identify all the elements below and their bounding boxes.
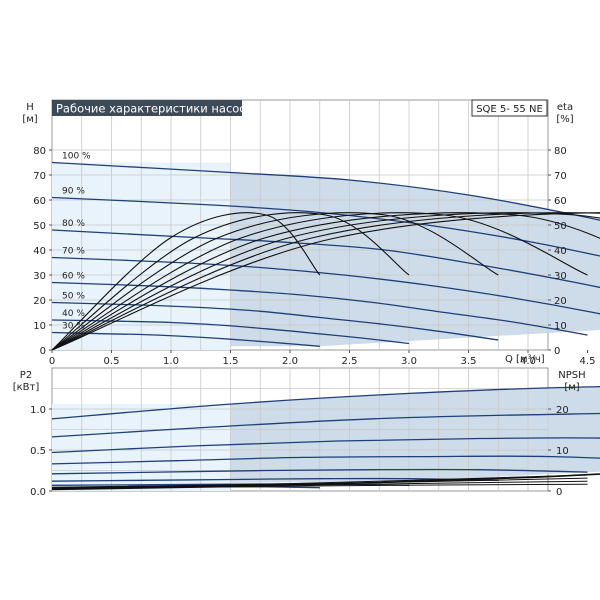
- y-right-tick-label: 30: [554, 271, 567, 282]
- npsh-tick-label: 0: [556, 487, 562, 498]
- chart-title: Рабочие характеристики насоса: [56, 102, 253, 116]
- x-tick-label: 0: [49, 356, 55, 367]
- y-left-label: H: [26, 102, 34, 113]
- x-tick-label: 3.0: [401, 356, 417, 367]
- speed-label: 40 %: [62, 309, 85, 319]
- y-left-unit: [м]: [22, 114, 37, 125]
- y-tick-label: 0: [40, 346, 46, 357]
- power-ticks: 0.0 0.5 1.0 0 10 20: [30, 405, 569, 498]
- npsh-tick-label: 10: [556, 446, 569, 457]
- npsh-tick-label: 20: [556, 405, 569, 416]
- efficiency-curve: [51, 212, 600, 351]
- y-right-tick-label: 70: [554, 171, 567, 182]
- y-right-label: eta: [557, 102, 573, 113]
- npsh-curve: [51, 477, 588, 489]
- model-label: SQE 5- 55 NE: [476, 104, 543, 115]
- y-tick-label: 50: [33, 221, 46, 232]
- speed-label: 50 %: [62, 292, 85, 302]
- speed-label: 70 %: [62, 247, 85, 257]
- power-curve: [51, 477, 499, 482]
- y-right-tick-label: 50: [554, 221, 567, 232]
- x-axis-label: Q [м³/ч]: [505, 354, 545, 365]
- y-tick-label: 80: [33, 146, 46, 157]
- efficiency-curve: [51, 212, 588, 351]
- y-right-tick-label: 60: [554, 196, 567, 207]
- x-tick-label: 2.0: [282, 356, 298, 367]
- x-tick-label: 4.0: [520, 356, 536, 367]
- y-tick-label: 20: [33, 296, 46, 307]
- npsh-curve: [51, 483, 588, 491]
- head-panel: 00.51.01.52.02.53.03.54.04.55.05.56.06.5…: [22, 99, 600, 367]
- power-operating-region-fill: [230, 386, 600, 483]
- speed-label: 100 %: [62, 152, 91, 162]
- power-grid: [52, 368, 548, 491]
- npsh-curves: [51, 473, 600, 491]
- head-ticks: 00.51.01.52.02.53.03.54.04.55.05.56.06.5…: [33, 146, 596, 367]
- x-tick-label: 2.5: [342, 356, 358, 367]
- p2-label: P2: [20, 370, 32, 381]
- y-right-tick-label: 40: [554, 246, 567, 257]
- x-tick-label: 1.0: [163, 356, 179, 367]
- y-right-unit: [%]: [556, 114, 573, 125]
- y-right-tick-label: 80: [554, 146, 567, 157]
- y-tick-label: 10: [33, 321, 46, 332]
- speed-labels: 100 % 90 % 80 % 70 % 60 % 50 % 40 % 30 %: [62, 152, 91, 332]
- y-tick-label: 60: [33, 196, 46, 207]
- head-curve: [51, 196, 600, 257]
- efficiency-curve: [51, 212, 600, 351]
- power-curve: [51, 385, 600, 420]
- head-curve: [51, 301, 499, 341]
- head-curve: [51, 161, 600, 221]
- head-curve: [51, 319, 410, 345]
- head-grid: [52, 100, 548, 350]
- y-tick-label: 40: [33, 246, 46, 257]
- efficiency-curves: [51, 212, 600, 351]
- p2-unit: [кВт]: [13, 382, 40, 393]
- p2-tick-label: 0.0: [30, 487, 46, 498]
- power-curve: [51, 455, 600, 465]
- model-box: [471, 99, 548, 117]
- efficiency-curve: [51, 212, 600, 351]
- x-tick-label: 0.5: [104, 356, 120, 367]
- y-right-tick-label: 10: [554, 321, 567, 332]
- x-tick-label: 4.5: [580, 356, 596, 367]
- p2-tick-label: 1.0: [30, 405, 46, 416]
- power-curve: [51, 412, 600, 438]
- y-right-tick-label: 20: [554, 296, 567, 307]
- y-tick-label: 70: [33, 171, 46, 182]
- efficiency-curve: [51, 212, 410, 351]
- power-curve: [51, 437, 600, 454]
- npsh-curve: [51, 480, 588, 490]
- y-right-tick-label: 0: [554, 346, 560, 357]
- p2-tick-label: 0.5: [30, 446, 46, 457]
- head-curve: [51, 331, 320, 347]
- speed-label: 30 %: [62, 322, 85, 332]
- power-panel: 0.0 0.5 1.0 0 10 20 P2 [кВт] NPSH [м]: [13, 367, 600, 498]
- title-box: [52, 100, 242, 116]
- power-curves: [51, 385, 600, 489]
- speed-label: 90 %: [62, 187, 85, 197]
- npsh-unit: [м]: [564, 382, 579, 393]
- x-tick-label: 1.5: [223, 356, 239, 367]
- efficiency-curve: [51, 212, 321, 351]
- npsh-label: NPSH: [558, 370, 585, 381]
- x-tick-label: 3.5: [461, 356, 477, 367]
- head-curve: [51, 256, 600, 315]
- npsh-curve: [51, 474, 588, 488]
- speed-label: 60 %: [62, 272, 85, 282]
- power-curve: [51, 468, 588, 475]
- y-tick-label: 30: [33, 271, 46, 282]
- efficiency-curve: [51, 212, 600, 351]
- efficiency-curve: [51, 212, 499, 351]
- speed-label: 80 %: [62, 219, 85, 229]
